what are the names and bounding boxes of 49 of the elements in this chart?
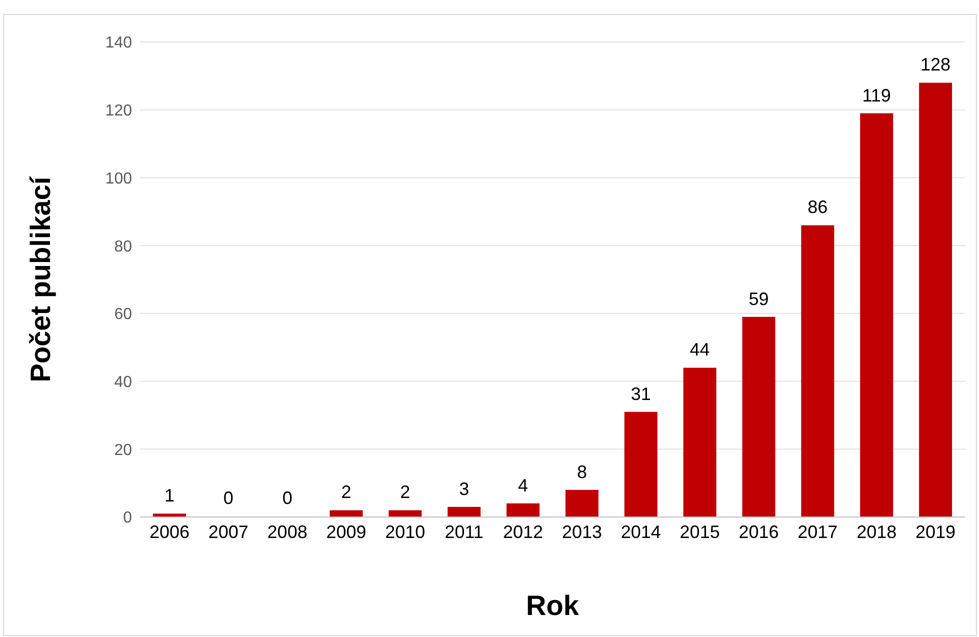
x-tick-label: 2013 xyxy=(562,522,602,542)
data-label: 2 xyxy=(341,482,352,502)
y-axis-title: Počet publikací xyxy=(24,176,56,382)
data-label: 119 xyxy=(862,85,891,106)
x-tick-label: 2011 xyxy=(444,522,484,542)
data-label: 2 xyxy=(400,482,410,502)
y-tick-label: 120 xyxy=(105,102,132,120)
bar xyxy=(683,368,716,517)
y-tick-label: 40 xyxy=(114,374,132,391)
data-label: 0 xyxy=(223,488,234,508)
x-tick-label: 2010 xyxy=(385,522,426,542)
x-tick-label: 2014 xyxy=(620,522,661,542)
bar xyxy=(448,506,481,517)
data-label: 1 xyxy=(164,486,174,506)
data-label: 31 xyxy=(630,384,651,404)
x-tick-label: 2019 xyxy=(916,522,956,542)
y-tick-label: 0 xyxy=(123,510,132,527)
x-tick-label: 2007 xyxy=(208,522,248,542)
data-label: 8 xyxy=(576,462,587,482)
bar xyxy=(801,225,834,517)
x-tick-label: 2015 xyxy=(680,522,720,542)
x-tick-label: 2018 xyxy=(856,522,897,542)
y-tick-label: 60 xyxy=(114,306,132,324)
x-tick-label: 2012 xyxy=(503,522,544,542)
x-tick-label: 2017 xyxy=(798,522,838,542)
bar xyxy=(624,412,658,517)
x-tick-label: 2008 xyxy=(267,522,308,542)
bar xyxy=(388,510,422,517)
x-tick-label: 2009 xyxy=(326,522,366,542)
x-axis-title: Rok xyxy=(526,590,580,621)
data-label: 128 xyxy=(920,54,951,75)
bar xyxy=(330,510,363,517)
bar xyxy=(506,503,540,517)
x-tick-label: 2006 xyxy=(149,522,190,542)
y-tick-label: 140 xyxy=(105,34,132,52)
y-tick-label: 100 xyxy=(105,170,132,188)
bar xyxy=(860,113,894,517)
data-label: 86 xyxy=(808,197,828,218)
x-tick-label: 2016 xyxy=(738,522,779,542)
y-tick-label: 80 xyxy=(114,238,132,256)
bar xyxy=(742,316,776,517)
data-label: 59 xyxy=(748,288,769,309)
data-label: 44 xyxy=(690,340,710,360)
data-label: 0 xyxy=(282,488,292,508)
y-tick-label: 20 xyxy=(114,442,132,459)
data-label: 4 xyxy=(518,475,528,496)
bar xyxy=(565,490,598,517)
bar xyxy=(919,82,952,517)
data-label: 3 xyxy=(459,478,470,499)
